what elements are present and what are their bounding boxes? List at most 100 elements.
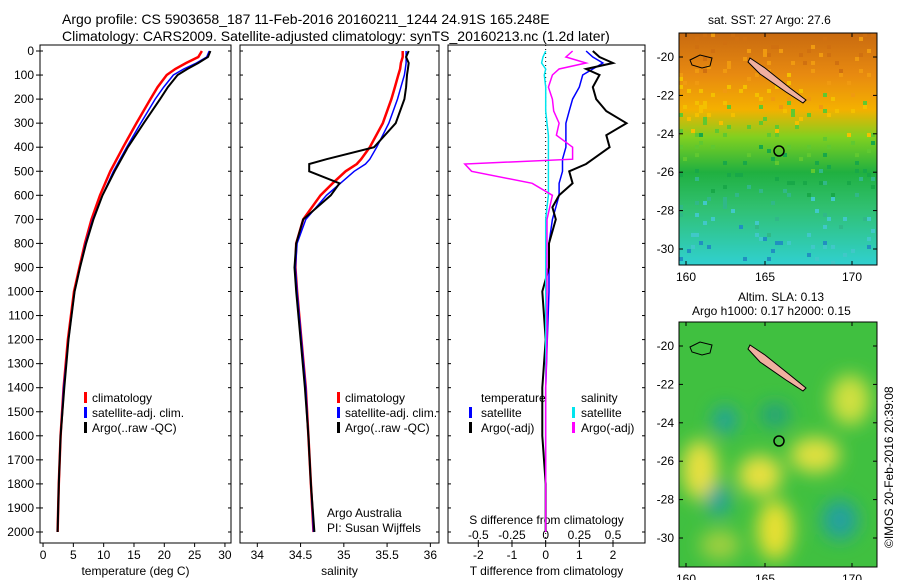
sst-pixel [791, 109, 795, 113]
chesterfield-reefs [689, 54, 713, 69]
sst-pixel [727, 85, 731, 89]
sst-pixel [699, 105, 703, 109]
sst-pixel [799, 117, 803, 121]
sst-pixel [811, 69, 815, 73]
sst-pixel [707, 113, 711, 117]
plot-frame [239, 44, 440, 544]
legend-swatch-s-argo [572, 422, 575, 433]
sst-pixel [847, 133, 851, 137]
sst-map-frame [678, 32, 878, 266]
sst-pixel [695, 133, 699, 137]
x-tick-label: 20 [158, 548, 172, 562]
series-line-climatology [294, 51, 404, 533]
x-tick-label: 0 [40, 548, 47, 562]
sst-pixel [867, 49, 871, 53]
legend-swatch-climatology [84, 392, 87, 403]
sst-pixel [811, 45, 815, 49]
sst-pixel [855, 193, 859, 197]
sst-pixel [691, 245, 695, 249]
sst-pixel [863, 217, 867, 221]
sst-pixel [855, 161, 859, 165]
sst-pixel [859, 37, 863, 41]
sst-pixel [703, 69, 707, 73]
legend-heading-temperature: temperature [481, 391, 546, 405]
legend-swatch-argo [337, 422, 340, 433]
sst-pixel [723, 185, 727, 189]
sst-pixel [807, 193, 811, 197]
sst-pixel [799, 157, 803, 161]
sst-pixel [807, 153, 811, 157]
sst-pixel [707, 197, 711, 201]
sst-pixel [763, 237, 767, 241]
sst-pixel [763, 117, 767, 121]
sst-pixel [779, 241, 783, 245]
sst-pixel [699, 109, 703, 113]
y-tick-label: 600 [14, 188, 34, 202]
sst-pixel [695, 37, 699, 41]
x-tick-label: 15 [127, 548, 141, 562]
legend-label: Argo(-adj) [581, 421, 634, 435]
sst-pixel [867, 245, 871, 249]
sst-pixel [827, 217, 831, 221]
sst-pixel [735, 173, 739, 177]
sst-pixel [863, 33, 867, 37]
sst-pixel [843, 217, 847, 221]
series-line-salinity-satellite [540, 50, 550, 532]
salinity-legend: climatology satellite-adj. clim. Argo(..… [327, 391, 437, 535]
sst-pixel [815, 209, 819, 213]
sst-pixels [679, 33, 875, 265]
sst-pixel [811, 61, 815, 65]
y-tick-label: 1200 [7, 333, 34, 347]
sst-pixel [759, 189, 763, 193]
sst-pixel [695, 81, 699, 85]
sst-pixel [823, 181, 827, 185]
sst-pixel [779, 105, 783, 109]
sst-pixel [691, 129, 695, 133]
sst-pixel [747, 49, 751, 53]
legend-label: climatology [345, 391, 405, 405]
sst-pixel [771, 249, 775, 253]
series-line-salinity-argo-adj- [463, 50, 590, 532]
title-line1: Argo profile: CS 5903658_187 11-Feb-2016… [62, 11, 550, 27]
sst-pixel [855, 169, 859, 173]
y-tick-label: 400 [14, 140, 34, 154]
x-axis-label: temperature (deg C) [81, 564, 189, 578]
sst-pixel [787, 241, 791, 245]
lat-tick-label: -22 [657, 88, 675, 102]
sst-pixel [771, 45, 775, 49]
sst-pixel [787, 101, 791, 105]
sst-pixel [695, 101, 699, 105]
x-tick-label: 0 [542, 548, 549, 562]
y-tick-label: 800 [14, 236, 34, 250]
y-tick-label: 1400 [7, 381, 34, 395]
sst-pixel [839, 73, 843, 77]
sst-pixel [687, 117, 691, 121]
lat-tick-label: -28 [657, 204, 675, 218]
sst-pixel [787, 181, 791, 185]
sst-pixel [803, 61, 807, 65]
sst-pixel [711, 33, 715, 37]
sst-pixel [783, 189, 787, 193]
sst-pixel [787, 145, 791, 149]
sst-pixel [871, 229, 875, 233]
sst-pixel [695, 169, 699, 173]
sst-pixel [839, 225, 843, 229]
sst-pixel [739, 225, 743, 229]
sst-pixel [819, 181, 823, 185]
sst-pixel [871, 185, 875, 189]
argo-location-marker [773, 145, 785, 157]
lat-tick-label: -22 [657, 377, 675, 391]
sst-pixel [679, 213, 683, 217]
sst-pixel [711, 189, 715, 193]
sst-pixel [747, 77, 751, 81]
sst-pixel [783, 109, 787, 113]
legend-heading-salinity: salinity [581, 391, 618, 405]
legend-swatch-satellite [84, 407, 87, 418]
sst-pixel [739, 173, 743, 177]
sst-pixel [851, 109, 855, 113]
sst-pixel [755, 225, 759, 229]
sst-pixel [727, 61, 731, 65]
y-tick-label: 200 [14, 92, 34, 106]
sst-pixel [775, 133, 779, 137]
sst-pixel [723, 161, 727, 165]
